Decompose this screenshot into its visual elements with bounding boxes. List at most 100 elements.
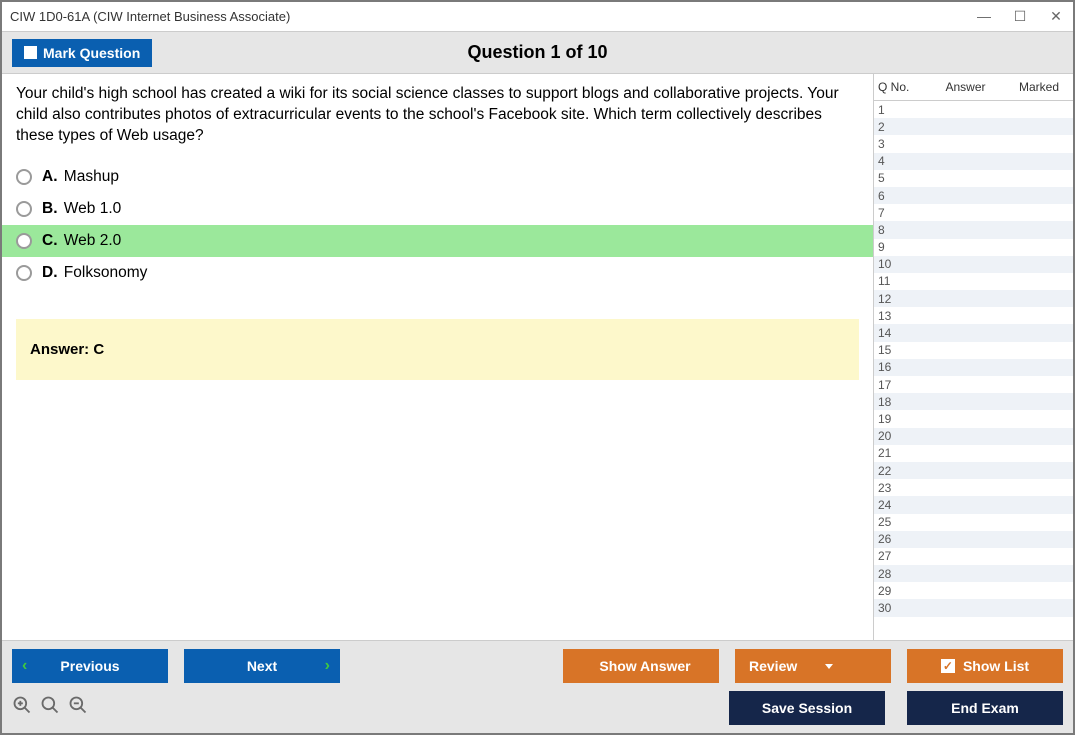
navigator-row[interactable]: 29 (874, 582, 1073, 599)
navigator-row[interactable]: 7 (874, 204, 1073, 221)
end-exam-button[interactable]: End Exam (907, 691, 1063, 725)
radio-icon (16, 265, 32, 281)
navigator-row[interactable]: 20 (874, 428, 1073, 445)
navigator-row[interactable]: 26 (874, 531, 1073, 548)
question-text: Your child's high school has created a w… (2, 84, 873, 161)
navigator-qno: 22 (878, 464, 922, 478)
navigator-row[interactable]: 18 (874, 393, 1073, 410)
navigator-qno: 1 (878, 103, 922, 117)
navigator-header: Q No. Answer Marked (874, 74, 1073, 101)
navigator-row[interactable]: 24 (874, 496, 1073, 513)
zoom-out-icon[interactable] (68, 695, 90, 721)
save-session-label: Save Session (762, 700, 852, 716)
navigator-qno: 11 (878, 274, 922, 288)
navigator-qno: 24 (878, 498, 922, 512)
navigator-row[interactable]: 5 (874, 170, 1073, 187)
window-controls: — ☐ ✕ (975, 8, 1065, 25)
option-row[interactable]: A. Mashup (2, 161, 873, 193)
navigator-row[interactable]: 19 (874, 410, 1073, 427)
zoom-reset-icon[interactable] (40, 695, 62, 721)
navigator-qno: 7 (878, 206, 922, 220)
footer-buttons-row: ‹ Previous Next › Show Answer Review ✓ S… (12, 649, 1063, 683)
navigator-row[interactable]: 17 (874, 376, 1073, 393)
option-row[interactable]: B. Web 1.0 (2, 193, 873, 225)
navigator-qno: 20 (878, 429, 922, 443)
option-row[interactable]: C. Web 2.0 (2, 225, 873, 257)
navigator-row[interactable]: 13 (874, 307, 1073, 324)
navigator-row[interactable]: 4 (874, 153, 1073, 170)
show-list-label: Show List (963, 658, 1029, 674)
navigator-qno: 30 (878, 601, 922, 615)
previous-button[interactable]: ‹ Previous (12, 649, 168, 683)
checkbox-checked-icon: ✓ (941, 659, 955, 673)
col-marked: Marked (1009, 80, 1069, 94)
option-text: C. Web 2.0 (42, 232, 121, 250)
navigator-qno: 27 (878, 549, 922, 563)
navigator-row[interactable]: 11 (874, 273, 1073, 290)
navigator-row[interactable]: 27 (874, 548, 1073, 565)
navigator-row[interactable]: 30 (874, 599, 1073, 616)
navigator-row[interactable]: 22 (874, 462, 1073, 479)
navigator-row[interactable]: 8 (874, 221, 1073, 238)
show-answer-label: Show Answer (599, 658, 690, 674)
titlebar: CIW 1D0-61A (CIW Internet Business Assoc… (2, 2, 1073, 32)
navigator-qno: 9 (878, 240, 922, 254)
navigator-row[interactable]: 28 (874, 565, 1073, 582)
navigator-row[interactable]: 3 (874, 135, 1073, 152)
navigator-qno: 5 (878, 171, 922, 185)
mark-question-button[interactable]: Mark Question (12, 39, 152, 67)
navigator-qno: 21 (878, 446, 922, 460)
navigator-row[interactable]: 16 (874, 359, 1073, 376)
footer: ‹ Previous Next › Show Answer Review ✓ S… (2, 640, 1073, 733)
zoom-in-icon[interactable] (12, 695, 34, 721)
navigator-qno: 16 (878, 360, 922, 374)
close-icon[interactable]: ✕ (1047, 8, 1065, 25)
next-label: Next (247, 658, 277, 674)
question-pane: Your child's high school has created a w… (2, 74, 873, 640)
navigator-qno: 19 (878, 412, 922, 426)
footer-tools-row: Save Session End Exam (12, 683, 1063, 725)
navigator-qno: 6 (878, 189, 922, 203)
next-button[interactable]: Next › (184, 649, 340, 683)
checkbox-icon (24, 46, 37, 59)
answer-box: Answer: C (16, 319, 859, 380)
navigator-row[interactable]: 21 (874, 445, 1073, 462)
option-text: D. Folksonomy (42, 264, 147, 282)
navigator-row[interactable]: 12 (874, 290, 1073, 307)
navigator-row[interactable]: 14 (874, 324, 1073, 341)
show-list-button[interactable]: ✓ Show List (907, 649, 1063, 683)
navigator-row[interactable]: 1 (874, 101, 1073, 118)
navigator-row[interactable]: 6 (874, 187, 1073, 204)
previous-label: Previous (60, 658, 119, 674)
navigator-row[interactable]: 25 (874, 514, 1073, 531)
navigator-qno: 18 (878, 395, 922, 409)
navigator-qno: 26 (878, 532, 922, 546)
save-session-button[interactable]: Save Session (729, 691, 885, 725)
radio-icon (16, 233, 32, 249)
col-qno: Q No. (878, 80, 922, 94)
maximize-icon[interactable]: ☐ (1011, 8, 1029, 25)
navigator-row[interactable]: 15 (874, 342, 1073, 359)
option-text: A. Mashup (42, 168, 119, 186)
navigator-qno: 10 (878, 257, 922, 271)
navigator-row[interactable]: 23 (874, 479, 1073, 496)
navigator-qno: 2 (878, 120, 922, 134)
minimize-icon[interactable]: — (975, 8, 993, 25)
navigator-row[interactable]: 9 (874, 239, 1073, 256)
header-bar: Mark Question Question 1 of 10 (2, 32, 1073, 74)
show-answer-button[interactable]: Show Answer (563, 649, 719, 683)
option-row[interactable]: D. Folksonomy (2, 257, 873, 289)
navigator-row[interactable]: 2 (874, 118, 1073, 135)
navigator-qno: 3 (878, 137, 922, 151)
radio-icon (16, 169, 32, 185)
navigator-qno: 14 (878, 326, 922, 340)
navigator-qno: 4 (878, 154, 922, 168)
options-list: A. Mashup B. Web 1.0 C. Web 2.0 D. Folksono… (2, 161, 873, 289)
navigator-list[interactable]: 1234567891011121314151617181920212223242… (874, 101, 1073, 640)
navigator-row[interactable]: 10 (874, 256, 1073, 273)
navigator-qno: 29 (878, 584, 922, 598)
navigator-qno: 25 (878, 515, 922, 529)
question-counter: Question 1 of 10 (2, 42, 1073, 63)
chevron-right-icon: › (325, 657, 330, 675)
review-button[interactable]: Review (735, 649, 891, 683)
